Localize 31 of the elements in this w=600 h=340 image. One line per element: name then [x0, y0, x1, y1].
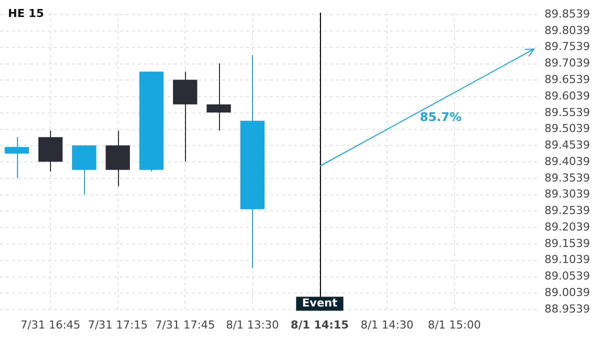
chart-title: HE 15	[8, 7, 44, 20]
x-tick-label: 8/1 14:15	[290, 318, 349, 332]
y-tick-label: 89.7039	[544, 56, 590, 70]
x-tick-label: 8/1 14:30	[360, 318, 414, 332]
x-tick-label: 7/31 17:45	[155, 318, 216, 332]
y-tick-label: 89.7539	[544, 40, 590, 54]
y-tick-label: 89.0539	[544, 270, 590, 283]
y-tick-label: 89.0039	[544, 286, 590, 299]
y-tick-label: 89.3539	[544, 171, 590, 184]
y-tick-label: 89.4539	[544, 138, 590, 152]
x-tick-label: 7/31 16:45	[20, 318, 80, 332]
y-tick-label: 89.8539	[544, 7, 590, 20]
y-tick-label: 89.6539	[544, 72, 590, 86]
y-tick-label: 89.5539	[544, 106, 590, 119]
y-tick-label: 89.2539	[544, 204, 590, 218]
y-tick-label: 89.6039	[544, 89, 590, 102]
y-tick-label: 88.9539	[544, 302, 590, 316]
annotation: 85.7%	[420, 110, 462, 124]
candlestick	[206, 62, 231, 132]
y-tick-label: 89.1039	[544, 253, 590, 266]
y-tick-label: 89.4039	[544, 154, 590, 168]
x-tick-label: 7/31 17:15	[88, 318, 148, 332]
ref-line-label: Event	[302, 296, 338, 310]
x-tick-label: 8/1 15:00	[428, 318, 481, 332]
y-tick-label: 89.5039	[544, 122, 590, 136]
y-tick-label: 89.3039	[544, 188, 590, 201]
y-tick-label: 89.8039	[544, 24, 590, 37]
candlestick	[4, 136, 29, 179]
x-tick-label: 8/1 13:30	[226, 318, 279, 332]
y-tick-label: 89.1539	[544, 236, 590, 250]
y-tick-label: 89.2039	[544, 220, 590, 234]
